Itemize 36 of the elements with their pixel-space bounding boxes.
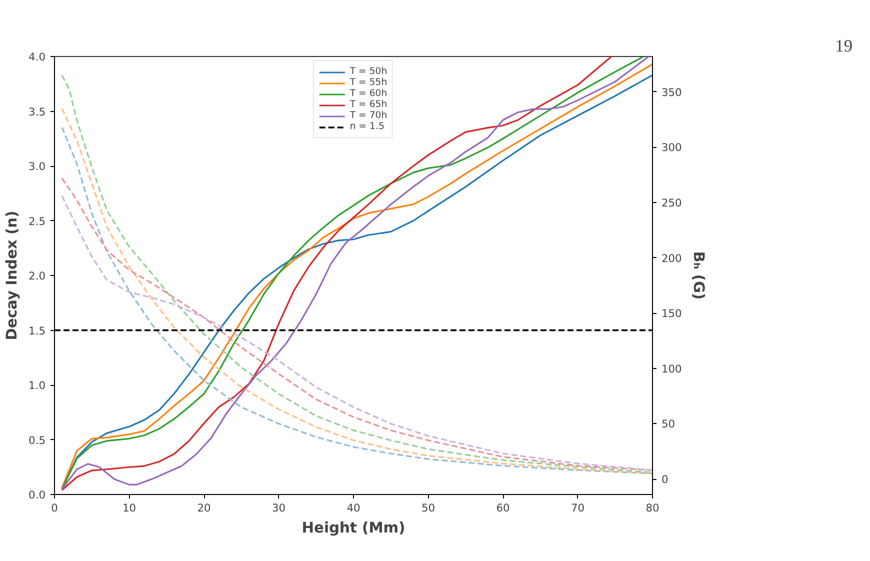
y-tick-label: 2.0 bbox=[28, 270, 46, 282]
x-tick-label: 80 bbox=[646, 502, 660, 514]
x-tick-label: 0 bbox=[51, 502, 58, 514]
x-tick-label: 50 bbox=[421, 502, 436, 514]
y2-tick-label: 200 bbox=[662, 252, 682, 265]
legend-label: T = 60h bbox=[350, 88, 388, 99]
y2-tick-label: 0 bbox=[662, 473, 668, 486]
legend-label: T = 65h bbox=[350, 99, 388, 110]
y2-tick-label: 150 bbox=[662, 307, 682, 320]
y2-tick-label: 100 bbox=[662, 362, 682, 376]
y-tick-label: 3.5 bbox=[28, 105, 46, 118]
x-tick-label: 10 bbox=[122, 502, 136, 514]
y-tick-label: 2.5 bbox=[28, 214, 46, 228]
y2-tick-label: 300 bbox=[662, 141, 682, 154]
y-tick-label: 0.0 bbox=[28, 488, 46, 502]
x-tick-label: 70 bbox=[570, 502, 585, 514]
y-tick-label: 1.5 bbox=[28, 324, 46, 338]
y-tick-label: 0.5 bbox=[28, 434, 46, 447]
legend-label: n = 1.5 bbox=[350, 121, 384, 132]
x-tick-label: 30 bbox=[272, 502, 286, 514]
legend-label: T = 50h bbox=[350, 66, 388, 77]
legend-label: T = 70h bbox=[350, 110, 388, 121]
y-tick-label: 3.0 bbox=[28, 160, 46, 173]
legend-label: T = 55h bbox=[350, 77, 388, 88]
y2-tick-label: 50 bbox=[662, 418, 676, 431]
y-axis-title: Decay Index (n) bbox=[4, 210, 21, 340]
text: 19 bbox=[835, 36, 852, 56]
x-axis-title: Height (Mm) bbox=[302, 520, 406, 536]
y2-tick-label: 250 bbox=[662, 196, 682, 210]
y-tick-label: 4.0 bbox=[28, 50, 46, 64]
y2-axis-title: Bₕ (G) bbox=[690, 251, 707, 300]
x-tick-label: 60 bbox=[496, 502, 510, 514]
x-tick-label: 20 bbox=[197, 502, 211, 514]
x-tick-label: 40 bbox=[346, 502, 360, 514]
y-tick-label: 1.0 bbox=[28, 379, 46, 392]
y2-tick-label: 350 bbox=[662, 86, 682, 99]
